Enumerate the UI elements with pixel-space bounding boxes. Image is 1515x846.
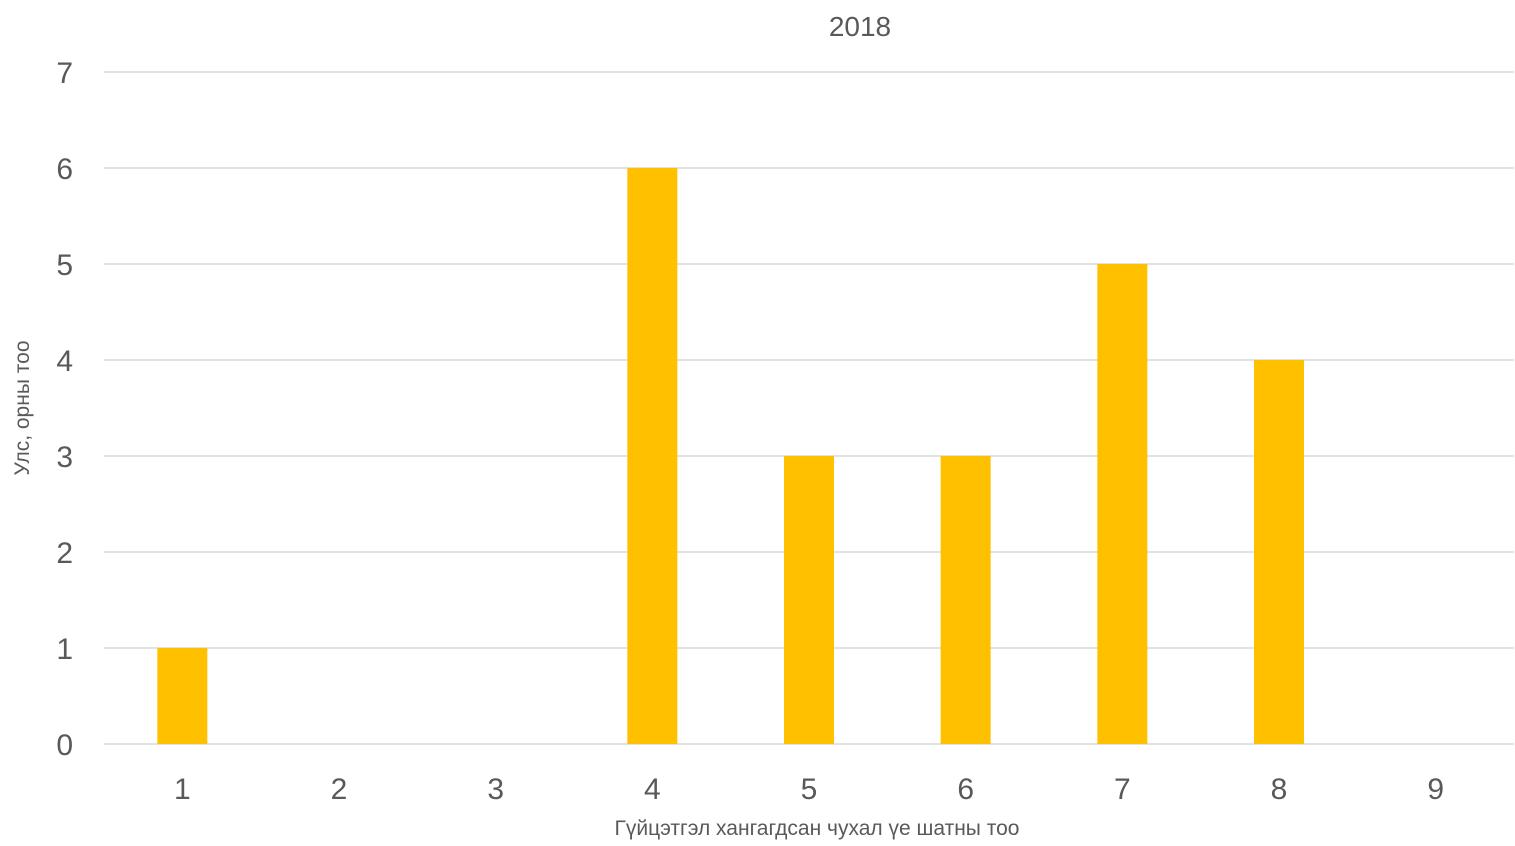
x-axis-ticks: 1 2 3 4 5 6 7 8 9 [174, 773, 1444, 806]
bars [157, 168, 1304, 744]
y-tick-label: 0 [56, 729, 73, 762]
x-tick-label: 2 [331, 773, 348, 806]
x-axis-label: Гүйцэтгэл хангагдсан чухал үе шатны тоо [615, 817, 1020, 840]
x-tick-label: 4 [644, 773, 661, 806]
bar-4 [627, 168, 678, 744]
y-tick-label: 3 [56, 441, 73, 474]
x-tick-label: 3 [487, 773, 504, 806]
y-tick-label: 5 [56, 249, 73, 282]
x-tick-label: 9 [1427, 773, 1444, 806]
bar-8 [1254, 360, 1304, 744]
y-tick-label: 6 [56, 153, 73, 186]
bar-6 [940, 456, 991, 744]
x-tick-label: 8 [1271, 773, 1288, 806]
x-tick-label: 1 [174, 773, 191, 806]
y-tick-label: 1 [56, 633, 73, 666]
y-tick-label: 4 [56, 345, 73, 378]
bar-1 [157, 648, 208, 744]
bar-7 [1097, 264, 1148, 744]
bar-5 [784, 456, 834, 744]
y-tick-label: 2 [56, 537, 73, 570]
y-tick-label: 7 [56, 57, 73, 90]
y-axis-ticks: 0 1 2 3 4 5 6 7 [56, 57, 73, 762]
x-tick-label: 6 [957, 773, 974, 806]
chart-title: 2018 [829, 11, 891, 42]
y-axis-label: Улс, орны тоо [11, 341, 34, 476]
x-tick-label: 7 [1114, 773, 1131, 806]
x-tick-label: 5 [801, 773, 818, 806]
